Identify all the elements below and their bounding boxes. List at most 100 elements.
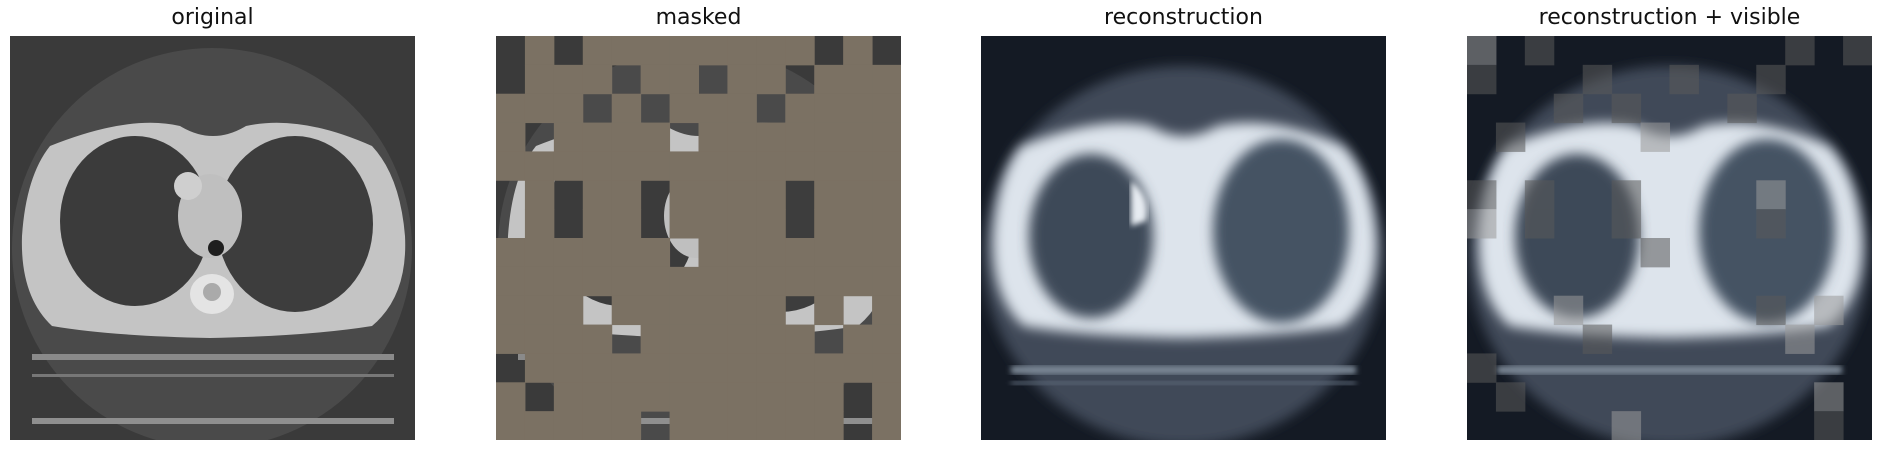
visible-patch [1785,36,1814,65]
mask-patch [612,238,641,267]
mask-patch [756,36,785,65]
mask-patch [670,180,699,209]
visible-patch [1467,209,1496,238]
mask-patch [843,151,872,180]
visible-patch [1670,65,1699,94]
mask-patch [670,267,699,296]
mask-patch [641,123,670,152]
mask-patch [756,267,785,296]
mask-patch [727,353,756,382]
panel-title: reconstruction + visible [1467,5,1872,30]
mask-patch [554,296,583,325]
mask-patch [670,411,699,440]
mask-patch [525,36,554,65]
mask-patch [814,238,843,267]
visible-patch [1525,180,1554,209]
mask-patch [612,209,641,238]
mask-patch [612,296,641,325]
mask-patch [785,238,814,267]
mask-patch [496,325,525,354]
mask-patch [583,325,612,354]
mask-patch [670,209,699,238]
panel-title: original [10,5,415,30]
mask-patch [814,123,843,152]
visible-patch [1612,94,1641,123]
mask-patch [612,94,641,123]
mask-patch [583,65,612,94]
mask-patch [727,123,756,152]
mask-patch [872,65,901,94]
visible-patch [1467,353,1496,382]
panel-reconstruction-visible: reconstruction + visible [1467,0,1872,450]
mask-patch [785,353,814,382]
mask-patch [583,267,612,296]
mask-patch [554,65,583,94]
mask-patch [612,382,641,411]
mask-patch [785,325,814,354]
mask-patch [641,151,670,180]
mask-patch [496,411,525,440]
mask-patch [699,411,728,440]
mask-patch [583,180,612,209]
mask-patch [612,411,641,440]
mask-patch [699,296,728,325]
mask-patch [756,353,785,382]
visible-patch [1467,36,1496,65]
mask-patch [843,238,872,267]
mask-patch [843,94,872,123]
visible-patch [1525,36,1554,65]
mask-patch [785,267,814,296]
mask-patch [814,296,843,325]
mask-patch [699,209,728,238]
mask-patch [814,267,843,296]
mask-patch [641,325,670,354]
mask-patch [641,296,670,325]
mask-patch [670,36,699,65]
mask-patch [756,180,785,209]
mask-patch [641,382,670,411]
mask-patch [872,325,901,354]
mask-patch [756,296,785,325]
mask-patch [699,123,728,152]
mask-patch [727,382,756,411]
mask-patch [872,94,901,123]
visible-patch [1756,65,1785,94]
mask-patch [670,296,699,325]
visible-patch [1612,209,1641,238]
mask-patch [554,151,583,180]
mask-patch [843,65,872,94]
mask-patch [583,238,612,267]
panel-masked: masked [496,0,901,450]
visible-patch [1727,94,1756,123]
mask-patches [496,36,901,440]
visible-patch [1496,382,1525,411]
mask-patch [583,382,612,411]
visible-patch [1612,411,1641,440]
visible-patch [1467,180,1496,209]
panel-title: masked [496,5,901,30]
mask-patch [525,209,554,238]
visible-patch [1583,65,1612,94]
mask-patch [814,151,843,180]
mask-patch [727,94,756,123]
visible-patch [1843,36,1872,65]
mask-patch [814,382,843,411]
ct-image-masked [496,36,901,440]
mask-patch [872,267,901,296]
mask-patch [554,123,583,152]
mask-patch [843,353,872,382]
mask-patch [612,267,641,296]
mask-patch [641,36,670,65]
mask-patch [785,382,814,411]
mask-patch [872,209,901,238]
panel-original: original [10,0,415,450]
mask-patch [843,36,872,65]
mask-patch [554,325,583,354]
mask-patch [843,209,872,238]
mask-patch [814,65,843,94]
mask-patch [756,151,785,180]
mask-patch [872,353,901,382]
mask-patch [496,151,525,180]
mask-patch [727,267,756,296]
mask-patch [699,180,728,209]
